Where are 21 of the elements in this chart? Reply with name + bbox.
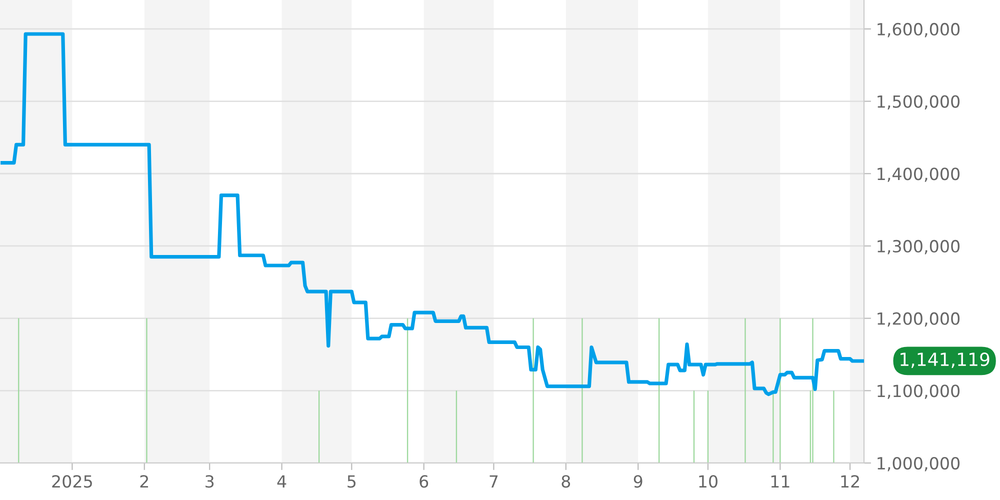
annotation: 1,141,119 — [900, 352, 990, 368]
y-tick-label: 1,400,000 — [878, 168, 960, 182]
x-tick-label: 6 — [420, 475, 428, 488]
x-tick-label: 4 — [277, 475, 286, 488]
line-series — [0, 32, 864, 396]
y-tick-label: 1,100,000 — [878, 384, 960, 399]
x-tick-label: 9 — [634, 475, 642, 488]
y-tick-label: 1,600,000 — [878, 22, 960, 38]
x-tick-label: 2025 — [52, 475, 92, 488]
x-tick-label: 7 — [490, 475, 498, 488]
y-tick-label: 1,500,000 — [878, 95, 960, 110]
x-tick-label: 3 — [206, 475, 214, 488]
x-tick-label: 5 — [348, 475, 356, 488]
x-tick-label: 10 — [699, 475, 718, 488]
y-tick-label: 1,300,000 — [878, 240, 960, 254]
x-tick-label: 8 — [562, 475, 570, 488]
x-tick-label: 2 — [140, 475, 148, 488]
y-tick-label: 1,000,000 — [878, 456, 960, 472]
y-tick-label: 1,200,000 — [878, 312, 960, 327]
x-tick-label: 11 — [771, 475, 790, 488]
x-tick-label: 12 — [841, 475, 859, 488]
